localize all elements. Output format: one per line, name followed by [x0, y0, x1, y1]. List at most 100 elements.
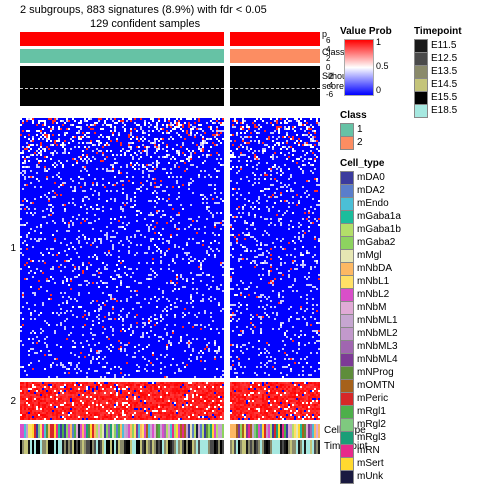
- legend-swatch: [414, 91, 428, 105]
- legend-swatch: [340, 123, 354, 137]
- legend-item: 1: [340, 123, 367, 136]
- legend-label: mGaba1a: [357, 212, 401, 222]
- legend-label: mNbML4: [357, 355, 398, 365]
- legend-swatch: [340, 327, 354, 341]
- legend-value-prob: Value Prob 1 0.5 0 6420-2-4-6: [340, 26, 400, 97]
- legend-label: mNbL2: [357, 290, 389, 300]
- legend-swatch: [340, 236, 354, 250]
- gradient-bar: [344, 39, 374, 96]
- legend-item: E12.5: [414, 52, 462, 65]
- legend-swatch: [340, 366, 354, 380]
- legend-item: E11.5: [414, 39, 462, 52]
- legend-label: mRgl1: [357, 407, 386, 417]
- title-line-1: 2 subgroups, 883 signatures (8.9%) with …: [20, 4, 267, 16]
- legend-swatch: [414, 52, 428, 66]
- legend-celltype: Cell_type mDA0mDA2mEndomGaba1amGaba1bmGa…: [340, 158, 401, 483]
- track-Timepoint: [230, 440, 320, 454]
- top-ann-class-bar: [20, 49, 224, 63]
- legend-item: mRgl3: [340, 431, 401, 444]
- legend-item: mNbML3: [340, 340, 401, 353]
- legend-swatch: [340, 136, 354, 150]
- legend-item: mNbML1: [340, 314, 401, 327]
- legend-label: mDA0: [357, 173, 385, 183]
- legend-item: mEndo: [340, 197, 401, 210]
- legend-timepoint: Timepoint E11.5E12.5E13.5E14.5E15.5E18.5: [414, 26, 462, 117]
- legend-item: mNbM: [340, 301, 401, 314]
- legend-label: mNbM: [357, 303, 386, 313]
- legend-item: mUnk: [340, 470, 401, 483]
- legend-swatch: [340, 262, 354, 276]
- track-Cell_type: [230, 424, 320, 438]
- legend-label: mOMTN: [357, 381, 395, 391]
- legend-label: 1: [357, 125, 363, 135]
- row-label-2: 2: [4, 396, 16, 407]
- legend-swatch: [414, 39, 428, 53]
- legend-label: mNProg: [357, 368, 394, 378]
- legend-label: mMgl: [357, 251, 381, 261]
- legend-swatch: [340, 210, 354, 224]
- row-label-1: 1: [4, 243, 16, 254]
- legend-swatch: [340, 470, 354, 484]
- heatmap-panel: [230, 118, 320, 378]
- top-ann-p-bar: [20, 32, 224, 46]
- legend-swatch: [340, 197, 354, 211]
- top-ann-class-bar: [230, 49, 320, 63]
- legend-label: mEndo: [357, 199, 389, 209]
- legend-label: mRgl3: [357, 433, 386, 443]
- legend-label: mRgl2: [357, 420, 386, 430]
- legend-item: mRN: [340, 444, 401, 457]
- legend-swatch: [340, 288, 354, 302]
- legend-item: 2: [340, 136, 367, 149]
- legend-label: mNbML3: [357, 342, 398, 352]
- legend-label: mNbDA: [357, 264, 392, 274]
- legend-item: mNbML4: [340, 353, 401, 366]
- legend-swatch: [340, 249, 354, 263]
- legend-item: mDA2: [340, 184, 401, 197]
- legend-swatch: [340, 275, 354, 289]
- legend-label: mNbML1: [357, 316, 398, 326]
- legend-label: mNbML2: [357, 329, 398, 339]
- legend-item: mPeric: [340, 392, 401, 405]
- track-Cell_type: [20, 424, 224, 438]
- legend-label: E12.5: [431, 54, 457, 64]
- legend-swatch: [340, 353, 354, 367]
- top-ann-silhouette-bar: [20, 66, 224, 106]
- legend-item: mNbL1: [340, 275, 401, 288]
- legend-swatch: [340, 457, 354, 471]
- legend-item: mGaba1b: [340, 223, 401, 236]
- track-Timepoint: [20, 440, 224, 454]
- legend-label: E14.5: [431, 80, 457, 90]
- legend-item: mMgl: [340, 249, 401, 262]
- legend-swatch: [414, 104, 428, 118]
- legend-item: mDA0: [340, 171, 401, 184]
- legend-label: mNbL1: [357, 277, 389, 287]
- legend-item: mNbL2: [340, 288, 401, 301]
- legend-swatch: [340, 418, 354, 432]
- legend-label: mPeric: [357, 394, 388, 404]
- legend-swatch: [414, 78, 428, 92]
- legend-item: mNProg: [340, 366, 401, 379]
- legend-swatch: [340, 301, 354, 315]
- legend-swatch: [340, 405, 354, 419]
- legend-item: mGaba1a: [340, 210, 401, 223]
- legend-item: mNbML2: [340, 327, 401, 340]
- legend-item: mGaba2: [340, 236, 401, 249]
- legend-item: E15.5: [414, 91, 462, 104]
- legend-item: mRgl2: [340, 418, 401, 431]
- legend-label: mDA2: [357, 186, 385, 196]
- legend-item: E18.5: [414, 104, 462, 117]
- legend-swatch: [340, 392, 354, 406]
- legend-label: mRN: [357, 446, 380, 456]
- legend-item: E14.5: [414, 78, 462, 91]
- legend-label: E13.5: [431, 67, 457, 77]
- legend-item: mSert: [340, 457, 401, 470]
- legend-swatch: [340, 184, 354, 198]
- legend-swatch: [340, 171, 354, 185]
- legend-label: E15.5: [431, 93, 457, 103]
- legend-swatch: [340, 340, 354, 354]
- legend-swatch: [340, 223, 354, 237]
- top-ann-p-bar: [230, 32, 320, 46]
- legend-swatch: [414, 65, 428, 79]
- heatmap-panel: [20, 382, 224, 420]
- legend-label: E11.5: [431, 41, 456, 51]
